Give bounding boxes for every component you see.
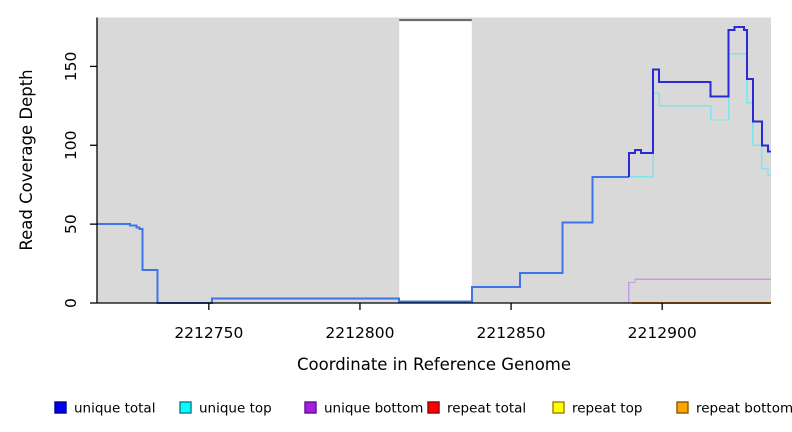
unique-total-overlap-line [97,175,629,304]
unique-top-line [628,53,771,178]
axes: 2212750 2212800 2212850 2212900 0 50 100 150 [62,17,771,342]
y-tick-label: 50 [62,214,80,234]
y-tick-label: 150 [62,52,80,82]
x-axis-title: Coordinate in Reference Genome [297,355,571,374]
unique-top-swatch [179,401,192,414]
y-axis-title: Read Coverage Depth [17,69,36,250]
repeat-top-swatch [552,401,565,414]
x-tick-label: 2212750 [174,324,243,342]
repeat-bottom-legend-label: repeat bottom [696,401,792,417]
repeat-bottom-swatch [676,401,689,414]
legend: unique total unique top unique bottom repea… [54,401,792,417]
coverage-gap-top-edge [399,19,472,21]
unique-bottom-legend-label: unique bottom [324,401,423,417]
plot-panel-layer [97,17,771,303]
repeat-top-legend-label: repeat top [572,401,642,417]
x-tick-label: 2212850 [477,324,546,342]
x-tick-label: 2212900 [628,324,697,342]
unique-total-line [627,25,771,177]
unique-top-legend-label: unique top [199,401,272,417]
y-tick-label: 0 [62,298,80,308]
y-tick-label: 100 [62,130,80,160]
repeat-total-swatch [427,401,440,414]
unique-bottom-swatch [304,401,317,414]
x-tick-label: 2212800 [325,324,394,342]
unique-total-legend-label: unique total [74,401,155,417]
unique-total-swatch [54,401,67,414]
repeat-total-legend-label: repeat total [447,401,526,417]
coverage-gap-band [399,21,472,303]
